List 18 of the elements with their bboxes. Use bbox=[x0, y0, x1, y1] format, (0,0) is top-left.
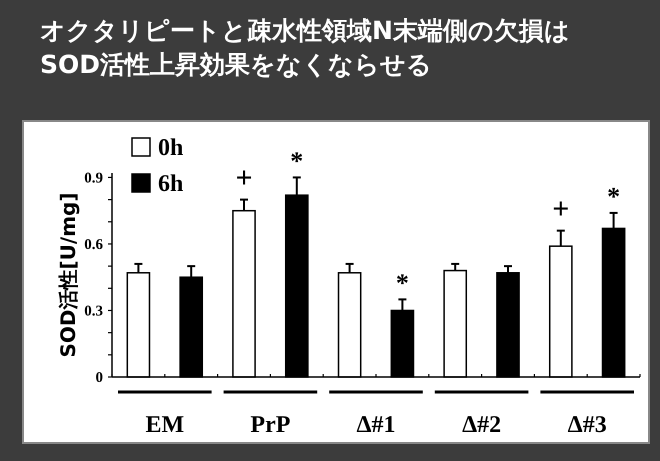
x-tick-label: EM bbox=[145, 412, 184, 438]
y-axis-title: SOD活性[U/mg] bbox=[56, 192, 80, 358]
chart-title: オクタリピートと疎水性領域N末端側の欠損は SOD活性上昇効果をなくならせる bbox=[40, 15, 571, 81]
x-tick-label: Δ#1 bbox=[356, 412, 396, 438]
y-tick-label: 0.3 bbox=[84, 303, 103, 320]
annotation: * bbox=[290, 146, 304, 176]
y-tick-label: 0.9 bbox=[84, 170, 103, 186]
annotation: * bbox=[396, 268, 409, 298]
legend-label: 0h bbox=[158, 135, 184, 161]
y-tick-label: 0.6 bbox=[84, 236, 104, 253]
y-tick-label: 0 bbox=[96, 370, 103, 386]
x-tick-label: Δ#3 bbox=[568, 412, 607, 438]
x-tick-label: Δ#2 bbox=[462, 412, 502, 438]
x-tick-label: PrP bbox=[250, 412, 290, 438]
annotation: + bbox=[235, 162, 253, 195]
legend-label: 6h bbox=[158, 171, 184, 197]
annotation: + bbox=[552, 192, 570, 226]
annotation: * bbox=[607, 182, 620, 211]
